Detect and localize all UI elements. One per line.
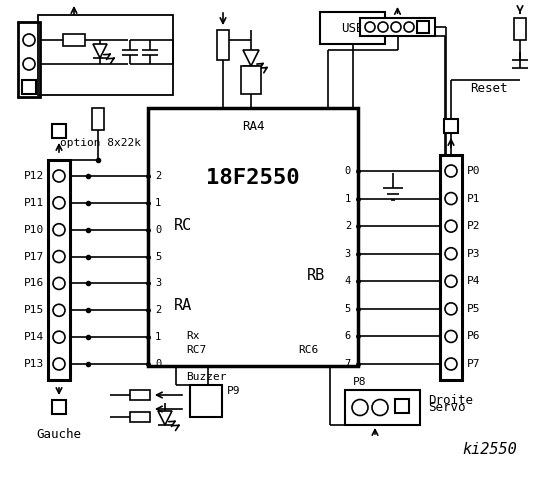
Circle shape: [378, 22, 388, 32]
Bar: [217, 30, 229, 60]
Bar: [417, 21, 429, 33]
Circle shape: [23, 34, 35, 46]
Text: 3: 3: [155, 278, 161, 288]
Circle shape: [445, 303, 457, 315]
Bar: [395, 399, 409, 413]
Text: RA4: RA4: [242, 120, 264, 132]
Text: RC6: RC6: [298, 345, 318, 355]
Bar: [360, 18, 435, 36]
Text: 3: 3: [345, 249, 351, 259]
Text: 1: 1: [155, 198, 161, 208]
Text: P5: P5: [467, 304, 481, 314]
Text: 0: 0: [155, 359, 161, 369]
Circle shape: [445, 192, 457, 204]
Text: 5: 5: [345, 304, 351, 314]
Bar: [345, 390, 420, 425]
Circle shape: [404, 22, 414, 32]
Circle shape: [53, 170, 65, 182]
Bar: [52, 400, 66, 414]
Text: RC7: RC7: [186, 345, 206, 355]
Circle shape: [53, 224, 65, 236]
Bar: [52, 124, 66, 138]
Circle shape: [365, 22, 375, 32]
Bar: [241, 66, 261, 94]
Text: P4: P4: [467, 276, 481, 286]
Text: 2: 2: [345, 221, 351, 231]
Text: RB: RB: [307, 268, 325, 284]
Text: USB: USB: [341, 22, 364, 35]
Bar: [190, 385, 222, 417]
Text: 0: 0: [155, 225, 161, 235]
Text: Rx: Rx: [186, 331, 200, 341]
Circle shape: [53, 197, 65, 209]
Bar: [148, 108, 358, 366]
Circle shape: [445, 248, 457, 260]
Text: P2: P2: [467, 221, 481, 231]
Circle shape: [445, 276, 457, 288]
Text: P11: P11: [24, 198, 44, 208]
Text: Servo: Servo: [428, 401, 466, 414]
Text: 0: 0: [345, 166, 351, 176]
Text: P9: P9: [227, 386, 241, 396]
Text: Droite: Droite: [429, 394, 473, 407]
Text: option 8x22k: option 8x22k: [60, 138, 141, 148]
Circle shape: [53, 304, 65, 316]
Circle shape: [445, 165, 457, 177]
Circle shape: [53, 251, 65, 263]
Text: Gauche: Gauche: [36, 429, 81, 442]
Bar: [38, 15, 173, 95]
Text: P17: P17: [24, 252, 44, 262]
Text: Reset: Reset: [471, 82, 508, 95]
Text: 6: 6: [345, 331, 351, 341]
Text: P10: P10: [24, 225, 44, 235]
Text: P12: P12: [24, 171, 44, 181]
Text: 18F2550: 18F2550: [206, 168, 300, 188]
Bar: [130, 412, 150, 422]
Circle shape: [372, 399, 388, 416]
Text: P8: P8: [353, 377, 367, 387]
Bar: [440, 155, 462, 380]
Text: Buzzer: Buzzer: [186, 372, 226, 382]
Text: P0: P0: [467, 166, 481, 176]
Text: P6: P6: [467, 331, 481, 341]
Text: 5: 5: [155, 252, 161, 262]
Circle shape: [352, 399, 368, 416]
Text: P16: P16: [24, 278, 44, 288]
Text: P7: P7: [467, 359, 481, 369]
Circle shape: [445, 358, 457, 370]
Text: P14: P14: [24, 332, 44, 342]
Text: P1: P1: [467, 193, 481, 204]
Text: 2: 2: [155, 305, 161, 315]
Text: 1: 1: [345, 193, 351, 204]
Bar: [444, 119, 458, 133]
Text: RC: RC: [174, 218, 192, 233]
Circle shape: [23, 58, 35, 70]
Bar: [92, 108, 104, 130]
Bar: [48, 160, 70, 380]
Bar: [63, 34, 85, 46]
Bar: [22, 80, 36, 94]
Text: RA: RA: [174, 299, 192, 313]
Circle shape: [445, 330, 457, 342]
Text: 7: 7: [345, 359, 351, 369]
Circle shape: [391, 22, 401, 32]
Text: P13: P13: [24, 359, 44, 369]
Bar: [514, 18, 526, 40]
Circle shape: [445, 220, 457, 232]
Bar: [320, 12, 385, 44]
Circle shape: [53, 331, 65, 343]
Text: P3: P3: [467, 249, 481, 259]
Text: 2: 2: [155, 171, 161, 181]
Circle shape: [53, 277, 65, 289]
Text: P15: P15: [24, 305, 44, 315]
Bar: [18, 22, 40, 97]
Text: ki2550: ki2550: [463, 443, 518, 457]
Text: 4: 4: [345, 276, 351, 286]
Bar: [130, 390, 150, 400]
Circle shape: [53, 358, 65, 370]
Text: 1: 1: [155, 332, 161, 342]
